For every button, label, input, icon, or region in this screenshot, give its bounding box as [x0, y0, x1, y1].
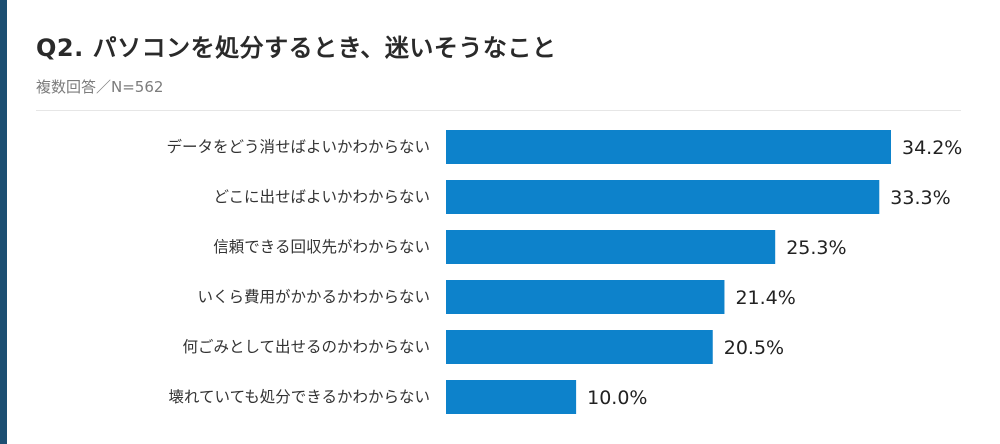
bar [446, 130, 891, 164]
category-label: データをどう消せばよいかわからない [166, 137, 430, 156]
value-label: 33.3% [890, 187, 950, 209]
category-label: いくら費用がかかるかわからない [197, 288, 430, 306]
bar-chart: データをどう消せばよいかわからない 34.2% どこに出せばよいかわからない 33.3… [166, 130, 962, 414]
category-label: 信頼できる回収先がわからない [213, 238, 430, 256]
header-divider [36, 110, 961, 111]
category-label: 何ごみとして出せるのかわからない [182, 338, 430, 356]
value-label: 10.0% [587, 387, 647, 409]
value-label: 21.4% [735, 287, 795, 309]
bar [446, 230, 776, 264]
chart-card: Q2. パソコンを処分するとき、迷いそうなこと 複数回答／N=562 データをど… [7, 0, 1000, 444]
value-label: 25.3% [786, 237, 846, 259]
bar [446, 380, 577, 414]
category-label: どこに出せばよいかわからない [213, 188, 430, 206]
value-label: 20.5% [724, 337, 784, 359]
bar [446, 180, 880, 214]
bar [446, 280, 725, 314]
chart-title: Q2. パソコンを処分するとき、迷いそうなこと [36, 34, 557, 62]
left-accent-stripe [0, 0, 7, 444]
category-label: 壊れていても処分できるかわからない [169, 388, 431, 406]
chart-subtitle: 複数回答／N=562 [36, 78, 164, 96]
value-label: 34.2% [902, 137, 962, 159]
bar [446, 330, 713, 364]
